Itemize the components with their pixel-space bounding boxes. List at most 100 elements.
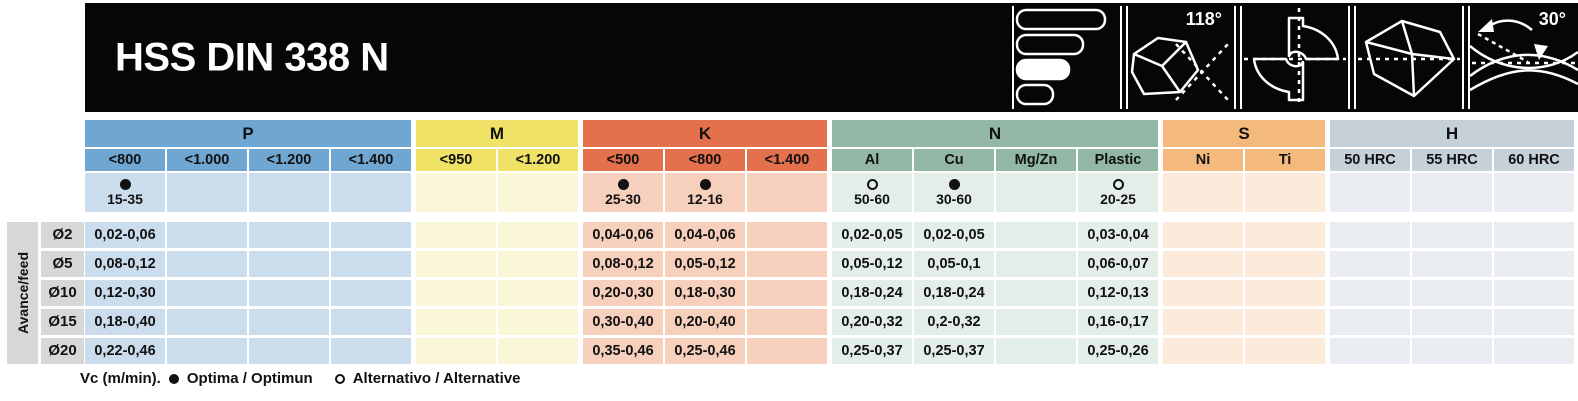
feed-cell [416, 251, 496, 277]
column-header-H-0: 50 HRC [1330, 149, 1410, 171]
table-row [1330, 222, 1574, 248]
feed-cell [1330, 338, 1410, 364]
vc-cell [416, 173, 496, 212]
feed-cell [1412, 222, 1492, 248]
table-row [1330, 251, 1574, 277]
feed-cell: 0,20-0,40 [665, 309, 745, 335]
vc-value: 20-25 [1100, 191, 1136, 207]
point-angle-icon: 118° [1126, 6, 1236, 109]
feed-cell [1245, 280, 1325, 306]
table-row: 0,20-0,30 0,18-0,30 [583, 280, 827, 306]
table-row [1163, 280, 1325, 306]
feed-cell [1412, 280, 1492, 306]
feed-cell [1494, 251, 1574, 277]
vc-cell: 20-25 [1078, 173, 1158, 212]
table-row: 0,04-0,06 0,04-0,06 [583, 222, 827, 248]
feed-axis-strip: Avance/feed [7, 222, 38, 364]
group-header-K: K [583, 120, 827, 147]
feed-cell [331, 251, 411, 277]
feed-cell [331, 309, 411, 335]
column-header-N-0: Al [832, 149, 912, 171]
feed-cell [416, 309, 496, 335]
column-header-P-0: <800 [85, 149, 165, 171]
feed-cell [167, 222, 247, 248]
feed-cell: 0,18-0,24 [914, 280, 994, 306]
feed-cell [249, 309, 329, 335]
vc-cell [498, 173, 578, 212]
vc-cell: 30-60 [914, 173, 994, 212]
optima-symbol-icon [948, 179, 960, 190]
feed-cell [747, 222, 827, 248]
flute-cross-section-icon [1240, 6, 1350, 109]
feed-cell [249, 251, 329, 277]
sub-header-row: <800 <1.000 <1.200 <1.400 [85, 149, 411, 171]
vc-cell [1412, 173, 1492, 212]
feed-cell [1330, 309, 1410, 335]
vc-row: 25-30 12-16 [583, 173, 827, 212]
feed-cell [249, 280, 329, 306]
diameter-column: Ø2 Ø5 Ø10 Ø15 Ø20 [41, 222, 84, 367]
vc-value: 12-16 [687, 191, 723, 207]
diameter-label: Ø5 [41, 251, 84, 277]
optima-symbol-icon [168, 373, 179, 384]
material-group-H: H 50 HRC 55 HRC 60 HRC [1330, 120, 1574, 367]
vc-cell [331, 173, 411, 212]
table-row [1163, 251, 1325, 277]
feed-cell [1330, 280, 1410, 306]
column-header-K-0: <500 [583, 149, 663, 171]
sub-header-row: Ni Ti [1163, 149, 1325, 171]
material-group-N: N Al Cu Mg/Zn Plastic 50-60 30-60 20-25 0,02-0,0… [832, 120, 1158, 367]
sub-header-row: 50 HRC 55 HRC 60 HRC [1330, 149, 1574, 171]
feed-cell: 0,06-0,07 [1078, 251, 1158, 277]
column-header-K-2: <1.400 [747, 149, 827, 171]
group-header-N: N [832, 120, 1158, 147]
table-row [1163, 222, 1325, 248]
group-header-M: M [416, 120, 578, 147]
vc-value: 25-30 [605, 191, 641, 207]
feed-cell [1494, 338, 1574, 364]
column-header-S-0: Ni [1163, 149, 1243, 171]
column-header-P-1: <1.000 [167, 149, 247, 171]
feed-cell: 0,02-0,05 [832, 222, 912, 248]
diameter-label: Ø20 [41, 338, 84, 364]
material-group-P: P <800 <1.000 <1.200 <1.400 15-35 0,02-0,06 0,0… [85, 120, 411, 367]
feed-cell: 0,05-0,12 [665, 251, 745, 277]
feed-cell [996, 280, 1076, 306]
vc-cell [1330, 173, 1410, 212]
feed-cell: 0,02-0,06 [85, 222, 165, 248]
vc-cell [167, 173, 247, 212]
table-row [416, 222, 578, 248]
point-geometry-icon [1354, 6, 1464, 109]
vc-value: 15-35 [107, 191, 143, 207]
feed-cell [1163, 309, 1243, 335]
feed-cell: 0,25-0,37 [914, 338, 994, 364]
feed-cell [1163, 251, 1243, 277]
table-row: 0,22-0,46 [85, 338, 411, 364]
product-title: HSS DIN 338 N [115, 35, 389, 79]
legend-vc-label: Vc (m/min). [80, 370, 161, 387]
feed-cell [1330, 251, 1410, 277]
feed-cell [747, 251, 827, 277]
feed-cell [416, 280, 496, 306]
feed-cell: 0,03-0,04 [1078, 222, 1158, 248]
feed-cell [498, 338, 578, 364]
column-header-P-2: <1.200 [249, 149, 329, 171]
vc-cell: 50-60 [832, 173, 912, 212]
table-row [1330, 338, 1574, 364]
feed-cell: 0,20-0,32 [832, 309, 912, 335]
feed-cell: 0,12-0,13 [1078, 280, 1158, 306]
feed-cell [416, 338, 496, 364]
vc-cell: 15-35 [85, 173, 165, 212]
material-group-M: M <950 <1.200 [416, 120, 578, 367]
vc-cell [1494, 173, 1574, 212]
table-row: 0,25-0,37 0,25-0,37 0,25-0,26 [832, 338, 1158, 364]
feed-cell [996, 222, 1076, 248]
feed-cell: 0,12-0,30 [85, 280, 165, 306]
feed-cell [1245, 309, 1325, 335]
diameter-label: Ø2 [41, 222, 84, 248]
feed-cell [1412, 251, 1492, 277]
table-row [416, 251, 578, 277]
feed-cell [1245, 338, 1325, 364]
column-header-S-1: Ti [1245, 149, 1325, 171]
sub-header-row: <950 <1.200 [416, 149, 578, 171]
